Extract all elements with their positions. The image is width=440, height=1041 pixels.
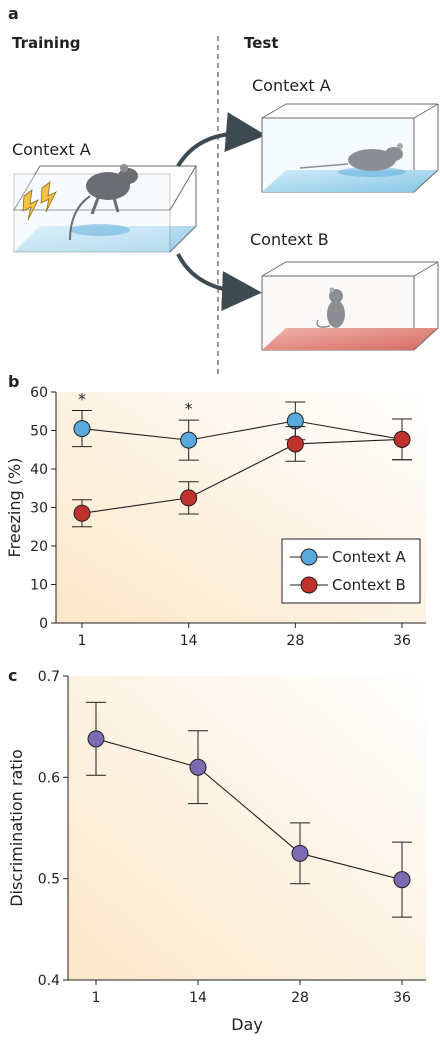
- lightning-bolt-icon: [22, 181, 57, 221]
- freezing-rat-icon: [299, 143, 403, 171]
- y-tick-label: 60: [30, 385, 48, 401]
- rat-icon: [69, 164, 138, 241]
- x-tick-label: 28: [291, 990, 309, 1006]
- y-tick-label: 0.6: [38, 770, 60, 786]
- x-tick-label: 36: [393, 633, 411, 649]
- y-tick-label: 50: [30, 424, 48, 440]
- data-point: [73, 504, 91, 522]
- y-axis-label: Freezing (%): [5, 458, 24, 558]
- training-header: Training: [12, 34, 81, 52]
- data-point: [291, 844, 309, 862]
- test-box-b: [261, 261, 439, 351]
- series-line: [95, 738, 403, 881]
- arrow-to-context-b: [176, 253, 262, 312]
- panel-c-letter: c: [8, 666, 18, 685]
- data-point: [393, 430, 411, 448]
- panel-a-illustration: [13, 36, 439, 378]
- x-tick-label: 14: [189, 990, 207, 1006]
- y-axis-label: Discrimination ratio: [7, 749, 26, 907]
- y-tick-label: 0.5: [38, 872, 60, 888]
- y-tick-label: 10: [30, 578, 48, 594]
- x-tick-label: 36: [393, 990, 411, 1006]
- test-context-a-label: Context A: [252, 76, 331, 95]
- y-tick-label: 20: [30, 539, 48, 555]
- data-point: [180, 489, 198, 507]
- y-tick-label: 40: [30, 462, 48, 478]
- panel-a-letter: a: [8, 4, 19, 23]
- plot-background: [68, 676, 426, 980]
- x-tick-label: 14: [180, 633, 198, 649]
- legend-label: Context A: [332, 548, 407, 566]
- y-tick-label: 0: [39, 616, 48, 632]
- test-context-b-label: Context B: [250, 230, 329, 249]
- test-box-a: [261, 103, 439, 193]
- series-line: [81, 420, 403, 441]
- data-point: [73, 420, 91, 438]
- y-tick-label: 0.4: [38, 973, 60, 989]
- discrimination-chart: 0.4 0.5 0.6 0.7 1 14 28 36 Day Discrimination rat…: [7, 669, 426, 1034]
- test-header: Test: [244, 34, 279, 52]
- data-point: [180, 431, 198, 449]
- legend-label: Context B: [332, 576, 406, 594]
- legend-marker: [300, 548, 318, 566]
- significance-marker: *: [185, 399, 193, 418]
- x-tick-label: 28: [286, 633, 304, 649]
- data-point: [87, 730, 105, 748]
- series-line: [81, 438, 403, 514]
- y-tick-label: 0.7: [38, 669, 60, 685]
- training-context-label: Context A: [12, 140, 91, 159]
- data-point: [393, 871, 411, 889]
- x-axis-label: Day: [231, 1015, 263, 1034]
- legend-marker: [300, 576, 318, 594]
- x-tick-label: 1: [92, 990, 101, 1006]
- standing-rat-icon: [316, 287, 345, 328]
- data-point: [286, 435, 304, 453]
- data-point: [189, 758, 207, 776]
- freezing-chart: 01020304050601142836DayFreezing (%)**Con…: [5, 385, 426, 649]
- x-tick-label: 1: [78, 633, 87, 649]
- panel-b-letter: b: [8, 372, 20, 391]
- arrow-to-context-a: [176, 112, 266, 168]
- y-tick-label: 30: [30, 501, 48, 517]
- significance-marker: *: [78, 389, 86, 408]
